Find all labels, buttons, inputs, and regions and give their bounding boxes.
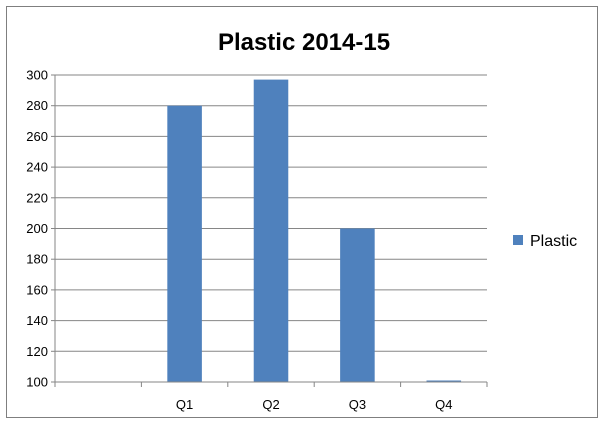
- legend: Plastic: [513, 233, 577, 250]
- x-axis-tick-labels: Q1 Q2 Q3 Q4: [176, 397, 453, 412]
- x-tick-label: Q4: [435, 397, 452, 412]
- bar-q2: [253, 79, 289, 382]
- legend-swatch-plastic: [513, 235, 523, 245]
- y-tick-label: 260: [26, 129, 48, 144]
- y-tick-label: 180: [26, 252, 48, 267]
- y-tick-label: 100: [26, 375, 48, 390]
- chart-title: Plastic 2014-15: [218, 29, 390, 56]
- bars: [167, 79, 462, 382]
- x-tick-label: Q3: [349, 397, 366, 412]
- axes: [51, 74, 488, 387]
- y-tick-label: 120: [26, 344, 48, 359]
- x-tick-label: Q2: [262, 397, 279, 412]
- y-tick-label: 240: [26, 160, 48, 175]
- bar-q1: [167, 105, 202, 382]
- x-tick-label: Q1: [176, 397, 193, 412]
- bar-q4: [426, 380, 462, 382]
- y-tick-label: 280: [26, 98, 48, 113]
- y-tick-label: 160: [26, 282, 48, 297]
- y-tick-label: 220: [26, 190, 48, 205]
- y-tick-label: 140: [26, 313, 48, 328]
- bar-q3: [340, 228, 375, 382]
- y-tick-label: 300: [26, 68, 48, 83]
- legend-label-plastic: Plastic: [530, 233, 577, 250]
- y-tick-label: 200: [26, 221, 48, 236]
- y-axis-tick-labels: 100 120 140 160 180 200 220 240 260 280 300: [26, 68, 48, 390]
